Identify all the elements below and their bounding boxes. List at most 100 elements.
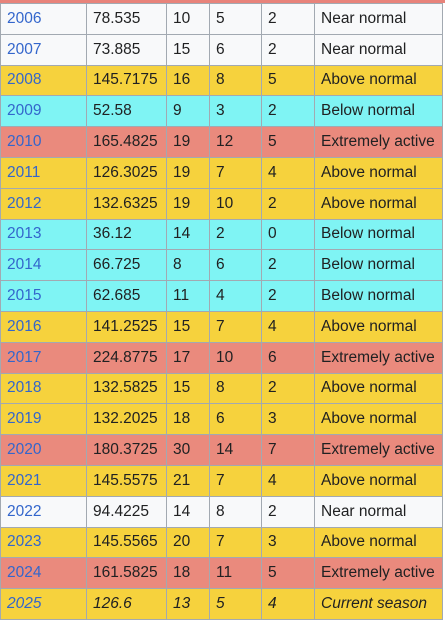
hurricanes-cell: 5 <box>209 588 262 620</box>
ace-cell: 36.12 <box>86 218 167 251</box>
ace-cell: 52.58 <box>86 95 167 128</box>
ace-cell: 165.4825 <box>86 126 167 158</box>
table-row: 2006 78.535 10 5 2 Near normal <box>0 3 443 35</box>
table-row: 2010 165.4825 19 12 5 Extremely active <box>0 126 443 158</box>
year-cell[interactable]: 2018 <box>0 372 87 405</box>
major-hurricanes-cell: 3 <box>261 526 315 559</box>
classification-cell: Above normal <box>314 187 443 220</box>
table-row: 2020 180.3725 30 14 7 Extremely active <box>0 434 443 466</box>
classification-cell: Above normal <box>314 372 443 405</box>
year-cell[interactable]: 2006 <box>0 3 87 35</box>
classification-cell: Near normal <box>314 3 443 35</box>
major-hurricanes-cell: 2 <box>261 249 315 282</box>
ace-cell: 78.535 <box>86 3 167 35</box>
ace-cell: 66.725 <box>86 249 167 282</box>
hurricanes-cell: 2 <box>209 218 262 251</box>
classification-cell: Above normal <box>314 403 443 436</box>
table-row: 2019 132.2025 18 6 3 Above normal <box>0 403 443 436</box>
storms-cell: 15 <box>166 310 210 343</box>
storms-cell: 14 <box>166 495 210 528</box>
table-row: 2013 36.12 14 2 0 Below normal <box>0 218 443 251</box>
storms-cell: 19 <box>166 126 210 158</box>
storms-cell: 14 <box>166 218 210 251</box>
major-hurricanes-cell: 2 <box>261 95 315 128</box>
hurricanes-cell: 14 <box>209 434 262 466</box>
classification-cell: Extremely active <box>314 557 443 590</box>
year-cell[interactable]: 2014 <box>0 249 87 282</box>
year-cell[interactable]: 2024 <box>0 557 87 590</box>
year-cell[interactable]: 2021 <box>0 464 87 497</box>
major-hurricanes-cell: 6 <box>261 341 315 374</box>
major-hurricanes-cell: 0 <box>261 218 315 251</box>
classification-cell: Below normal <box>314 95 443 128</box>
ace-cell: 126.3025 <box>86 156 167 189</box>
year-cell[interactable]: 2016 <box>0 310 87 343</box>
ace-cell: 145.7175 <box>86 64 167 97</box>
storms-cell: 11 <box>166 280 210 312</box>
year-cell[interactable]: 2011 <box>0 156 87 189</box>
hurricanes-cell: 4 <box>209 280 262 312</box>
classification-cell: Near normal <box>314 33 443 66</box>
major-hurricanes-cell: 5 <box>261 64 315 97</box>
hurricanes-cell: 7 <box>209 526 262 559</box>
hurricanes-cell: 8 <box>209 495 262 528</box>
ace-cell: 161.5825 <box>86 557 167 590</box>
table-row: 2024 161.5825 18 11 5 Extremely active <box>0 557 443 590</box>
ace-cell: 224.8775 <box>86 341 167 374</box>
ace-cell: 62.685 <box>86 280 167 312</box>
table-row: 2012 132.6325 19 10 2 Above normal <box>0 187 443 220</box>
table-row: 2011 126.3025 19 7 4 Above normal <box>0 156 443 189</box>
table-row: 2018 132.5825 15 8 2 Above normal <box>0 372 443 405</box>
classification-cell: Above normal <box>314 156 443 189</box>
storms-cell: 15 <box>166 372 210 405</box>
year-cell[interactable]: 2012 <box>0 187 87 220</box>
major-hurricanes-cell: 4 <box>261 464 315 497</box>
classification-cell: Near normal <box>314 495 443 528</box>
year-cell[interactable]: 2019 <box>0 403 87 436</box>
storms-cell: 13 <box>166 588 210 620</box>
year-cell[interactable]: 2009 <box>0 95 87 128</box>
storms-cell: 18 <box>166 557 210 590</box>
season-table: 2006 78.535 10 5 2 Near normal 2007 73.885 15 6 2 N… <box>0 3 443 620</box>
hurricanes-cell: 10 <box>209 187 262 220</box>
table-row: 2015 62.685 11 4 2 Below normal <box>0 280 443 312</box>
classification-cell: Extremely active <box>314 434 443 466</box>
classification-cell: Above normal <box>314 64 443 97</box>
hurricanes-cell: 6 <box>209 403 262 436</box>
major-hurricanes-cell: 2 <box>261 33 315 66</box>
ace-cell: 141.2525 <box>86 310 167 343</box>
storms-cell: 8 <box>166 249 210 282</box>
ace-cell: 73.885 <box>86 33 167 66</box>
hurricanes-cell: 7 <box>209 156 262 189</box>
hurricanes-cell: 6 <box>209 33 262 66</box>
hurricanes-cell: 8 <box>209 64 262 97</box>
ace-cell: 126.6 <box>86 588 167 620</box>
year-cell[interactable]: 2025 <box>0 588 87 620</box>
hurricanes-cell: 10 <box>209 341 262 374</box>
table-row: 2025 126.6 13 5 4 Current season <box>0 588 443 620</box>
classification-cell: Current season <box>314 588 443 620</box>
classification-cell: Above normal <box>314 310 443 343</box>
classification-cell: Extremely active <box>314 341 443 374</box>
hurricanes-cell: 8 <box>209 372 262 405</box>
storms-cell: 9 <box>166 95 210 128</box>
table-row: 2017 224.8775 17 10 6 Extremely active <box>0 341 443 374</box>
year-cell[interactable]: 2015 <box>0 280 87 312</box>
year-cell[interactable]: 2007 <box>0 33 87 66</box>
ace-cell: 145.5575 <box>86 464 167 497</box>
year-cell[interactable]: 2017 <box>0 341 87 374</box>
ace-cell: 180.3725 <box>86 434 167 466</box>
year-cell[interactable]: 2020 <box>0 434 87 466</box>
year-cell[interactable]: 2008 <box>0 64 87 97</box>
major-hurricanes-cell: 7 <box>261 434 315 466</box>
storms-cell: 16 <box>166 64 210 97</box>
year-cell[interactable]: 2022 <box>0 495 87 528</box>
major-hurricanes-cell: 2 <box>261 372 315 405</box>
year-cell[interactable]: 2023 <box>0 526 87 559</box>
year-cell[interactable]: 2013 <box>0 218 87 251</box>
year-cell[interactable]: 2010 <box>0 126 87 158</box>
storms-cell: 30 <box>166 434 210 466</box>
classification-cell: Above normal <box>314 526 443 559</box>
major-hurricanes-cell: 3 <box>261 403 315 436</box>
table-row: 2016 141.2525 15 7 4 Above normal <box>0 310 443 343</box>
